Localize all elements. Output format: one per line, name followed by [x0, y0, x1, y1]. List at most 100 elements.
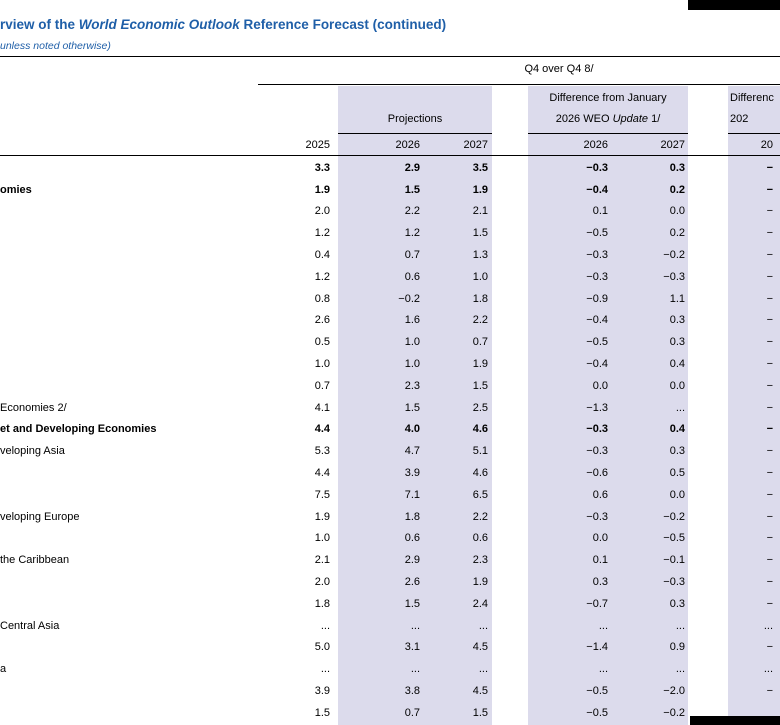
colgroup-diff-right-line1: Differenc	[730, 92, 774, 104]
value-cell: 3.5	[472, 161, 488, 174]
column-gap	[492, 571, 528, 593]
value-cell: 0.6	[472, 532, 488, 545]
rule-under-projections	[338, 133, 492, 134]
column-gap	[688, 397, 728, 419]
value-cell: 1.0	[314, 532, 330, 545]
shaded-band-projections	[338, 86, 492, 725]
value-cell: −0.5	[586, 336, 608, 349]
value-cell: −0.2	[398, 292, 420, 305]
value-cell: ...	[478, 619, 488, 632]
value-cell: 1.5	[404, 597, 420, 610]
column-gap	[492, 136, 528, 154]
value-cell: 5.1	[472, 445, 488, 458]
column-gap	[492, 615, 528, 637]
value-cell: 0.7	[404, 706, 420, 719]
value-cell: −	[766, 641, 773, 654]
value-cell: 4.5	[472, 685, 488, 698]
value-cell: 2.4	[472, 597, 488, 610]
column-gap	[688, 658, 728, 680]
column-gap	[492, 549, 528, 571]
column-gap	[688, 353, 728, 375]
value-cell: −0.2	[663, 510, 685, 523]
value-cell: 0.0	[669, 488, 685, 501]
value-cell: −	[766, 379, 773, 392]
table-row: et and Developing Economies 4.4 4.0 4.6 −0.3…	[0, 419, 780, 441]
year-header-row: 2025 2026 2027 2026 2027 20	[0, 136, 780, 154]
value-cell: 7.1	[404, 488, 420, 501]
row-label	[0, 680, 258, 702]
value-cell: 2.9	[404, 554, 420, 567]
table-row: 3.3 2.9 3.5 −0.3 0.3 −	[0, 157, 780, 179]
value-cell: 4.6	[472, 467, 488, 480]
value-cell: 4.4	[314, 467, 330, 480]
value-cell: 4.4	[314, 423, 330, 436]
column-gap	[688, 266, 728, 288]
column-gap	[688, 549, 728, 571]
value-cell: 0.1	[592, 205, 608, 218]
value-cell: ...	[320, 619, 330, 632]
column-gap	[688, 310, 728, 332]
value-cell: 0.6	[404, 532, 420, 545]
value-cell: 3.1	[404, 641, 420, 654]
value-cell: −0.3	[586, 270, 608, 283]
value-cell: −0.5	[663, 532, 685, 545]
value-cell: 0.0	[669, 379, 685, 392]
column-gap	[688, 484, 728, 506]
column-gap	[688, 222, 728, 244]
year-header-2026-diff: 2026	[583, 139, 608, 151]
value-cell: 5.0	[314, 641, 330, 654]
value-cell: 4.0	[404, 423, 420, 436]
year-header-right-clipped: 20	[760, 139, 773, 151]
value-cell: 0.3	[669, 336, 685, 349]
value-cell: 0.6	[404, 270, 420, 283]
value-cell: 0.4	[314, 249, 330, 262]
value-cell: 0.1	[592, 554, 608, 567]
value-cell: −	[766, 510, 773, 523]
table-row: 7.5 7.1 6.5 0.6 0.0 −	[0, 484, 780, 506]
value-cell: 0.3	[592, 576, 608, 589]
value-cell: −	[766, 685, 773, 698]
row-label: omies	[0, 183, 32, 196]
table-row: 0.4 0.7 1.3 −0.3 −0.2 −	[0, 244, 780, 266]
table-row: omies 1.9 1.5 1.9 −0.4 0.2 −	[0, 179, 780, 201]
column-gap	[492, 506, 528, 528]
value-cell: 1.8	[404, 510, 420, 523]
value-cell: −	[766, 314, 773, 327]
value-cell: 1.9	[314, 510, 330, 523]
colgroup-projections: Projections	[387, 113, 443, 125]
row-label	[0, 331, 258, 353]
value-cell: 1.0	[404, 336, 420, 349]
value-cell: −	[766, 183, 773, 196]
year-header-2025: 2025	[305, 139, 330, 151]
row-label: the Caribbean	[0, 554, 70, 567]
value-cell: −	[766, 336, 773, 349]
value-cell: 3.3	[314, 161, 330, 174]
value-cell: −	[766, 532, 773, 545]
value-cell: −	[766, 401, 773, 414]
value-cell: 0.5	[669, 467, 685, 480]
table-row: veloping Europe 1.9 1.8 2.2 −0.3 −0.2 −	[0, 506, 780, 528]
value-cell: 2.6	[404, 576, 420, 589]
scan-artifact-bottom-bar	[690, 716, 780, 725]
row-label	[0, 244, 258, 266]
row-label: Economies 2/	[0, 401, 67, 414]
value-cell: 1.0	[314, 358, 330, 371]
column-gap	[492, 528, 528, 550]
value-cell: −	[766, 554, 773, 567]
value-cell: 2.2	[404, 205, 420, 218]
rule-under-diff-right	[728, 133, 780, 134]
value-cell: −	[766, 467, 773, 480]
value-cell: 1.5	[472, 706, 488, 719]
column-gap	[492, 397, 528, 419]
year-header-2026-proj: 2026	[395, 139, 420, 151]
table-row: 0.5 1.0 0.7 −0.5 0.3 −	[0, 331, 780, 353]
row-label	[0, 528, 258, 550]
row-label	[0, 157, 258, 179]
table-row: 2.0 2.6 1.9 0.3 −0.3 −	[0, 571, 780, 593]
column-gap	[688, 506, 728, 528]
value-cell: 0.3	[669, 161, 685, 174]
value-cell: −	[766, 576, 773, 589]
value-cell: −0.3	[663, 576, 685, 589]
value-cell: −0.2	[663, 249, 685, 262]
column-gap	[492, 462, 528, 484]
